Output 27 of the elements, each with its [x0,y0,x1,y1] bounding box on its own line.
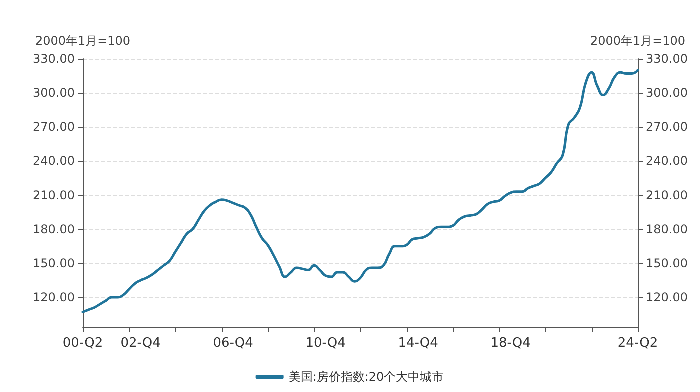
y2-tick-label: 210.00 [646,188,688,202]
line-series [82,69,640,314]
y2-tick-label: 300.00 [646,86,688,100]
y2-tick-label: 180.00 [646,222,688,236]
y-tick-label: 150.00 [33,256,75,270]
y2-tick-label: 240.00 [646,154,688,168]
x-tick-label: 02-Q4 [120,336,161,351]
x-tick-label: 14-Q4 [398,336,438,351]
y2-tick-label: 120.00 [646,290,688,304]
x-tick-label: 06-Q4 [213,336,254,351]
y-tick-label: 210.00 [33,188,75,202]
y-tick-label: 330.00 [33,52,75,66]
x-tick-label: 10-Q4 [306,336,346,351]
legend-label: 美国:房价指数:20个大中城市 [288,370,444,384]
x-tick-label: 18-Q4 [490,336,531,351]
y-tick-label: 240.00 [33,154,75,168]
y2-tick-label: 270.00 [646,120,688,134]
x-tick-label: 24-Q2 [618,336,658,351]
y-tick-label: 120.00 [33,290,75,304]
y2-tick-label: 150.00 [646,256,688,270]
y-tick-label: 180.00 [33,222,75,236]
y-tick-label: 270.00 [33,120,75,134]
y2-tick-label: 330.00 [646,52,688,66]
y-tick-label: 300.00 [33,86,75,100]
y-axis-title: 2000年1月=100 [35,34,131,48]
y2-axis-title: 2000年1月=100 [590,34,686,48]
x-tick-label: 00-Q2 [62,336,104,351]
